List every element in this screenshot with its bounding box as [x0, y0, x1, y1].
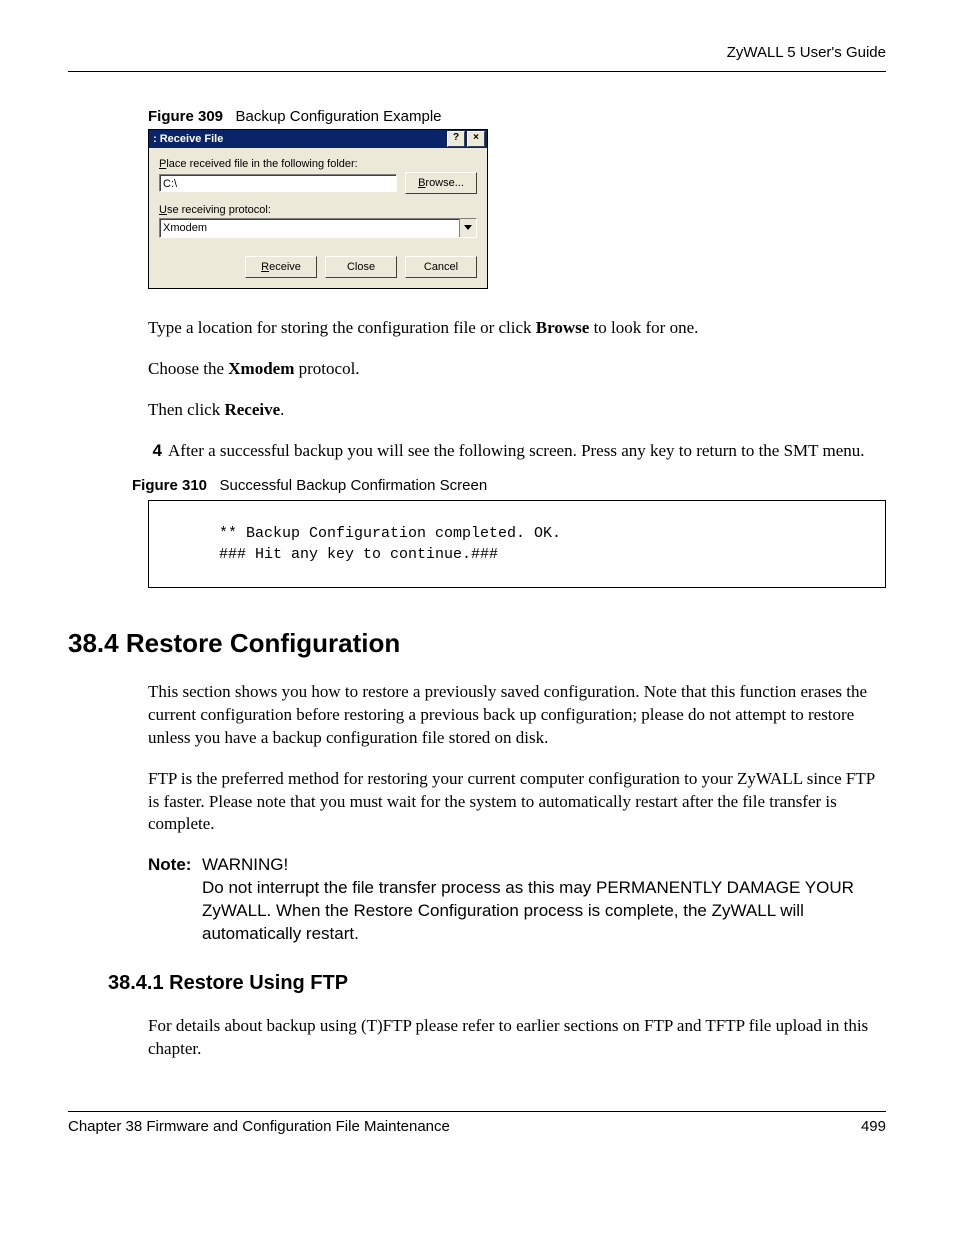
- paragraph-type-location: Type a location for storing the configur…: [148, 317, 886, 340]
- folder-input[interactable]: C:\: [159, 174, 397, 192]
- section-38-4-heading: 38.4 Restore Configuration: [68, 628, 886, 659]
- content-area: Figure 309 Backup Configuration Example …: [148, 108, 886, 1061]
- figure-309-label: Figure 309: [148, 108, 223, 125]
- close-button[interactable]: Close: [325, 256, 397, 278]
- dialog-body: Place received file in the following fol…: [149, 148, 487, 288]
- chevron-down-icon[interactable]: [459, 219, 476, 237]
- footer-page-number: 499: [861, 1118, 886, 1135]
- figure-309-title: Backup Configuration Example: [236, 108, 442, 125]
- header-rule: [68, 71, 886, 72]
- footer-chapter: Chapter 38 Firmware and Configuration Fi…: [68, 1118, 450, 1135]
- figure-309-caption: Figure 309 Backup Configuration Example: [148, 108, 886, 125]
- protocol-label: Use receiving protocol:: [159, 204, 477, 216]
- note-body: WARNING! Do not interrupt the file trans…: [202, 854, 886, 946]
- figure-310-title: Successful Backup Confirmation Screen: [220, 477, 488, 494]
- note-label: Note:: [148, 854, 202, 946]
- cancel-button[interactable]: Cancel: [405, 256, 477, 278]
- step-4-number: 4: [132, 440, 168, 463]
- figure-310-caption: Figure 310 Successful Backup Confirmatio…: [132, 477, 886, 494]
- section-38-4-p2: FTP is the preferred method for restorin…: [148, 768, 886, 837]
- step-4: 4 After a successful backup you will see…: [132, 440, 886, 463]
- paragraph-then-receive: Then click Receive.: [148, 399, 886, 422]
- paragraph-choose-xmodem: Choose the Xmodem protocol.: [148, 358, 886, 381]
- dialog-title: : Receive File: [153, 133, 445, 145]
- terminal-output: ** Backup Configuration completed. OK. #…: [148, 500, 886, 588]
- footer-rule: [68, 1111, 886, 1112]
- section-38-4-1-heading: 38.4.1 Restore Using FTP: [108, 972, 886, 995]
- document-page: ZyWALL 5 User's Guide Figure 309 Backup …: [0, 0, 954, 1175]
- folder-label: Place received file in the following fol…: [159, 158, 477, 170]
- protocol-value: Xmodem: [160, 222, 459, 234]
- section-38-4-1-p1: For details about backup using (T)FTP pl…: [148, 1015, 886, 1061]
- page-footer: Chapter 38 Firmware and Configuration Fi…: [68, 1118, 886, 1135]
- browse-button[interactable]: Browse...: [405, 172, 477, 194]
- page-header-title: ZyWALL 5 User's Guide: [68, 44, 886, 61]
- protocol-select[interactable]: Xmodem: [159, 218, 477, 238]
- step-4-text: After a successful backup you will see t…: [168, 440, 865, 463]
- note-warning: Note: WARNING! Do not interrupt the file…: [148, 854, 886, 946]
- dialog-buttons: Receive Close Cancel: [159, 256, 477, 278]
- figure-310-label: Figure 310: [132, 477, 207, 494]
- close-icon[interactable]: ×: [467, 131, 485, 147]
- receive-button[interactable]: Receive: [245, 256, 317, 278]
- receive-file-dialog: : Receive File ? × Place received file i…: [148, 129, 488, 289]
- dialog-titlebar: : Receive File ? ×: [149, 130, 487, 148]
- section-38-4-p1: This section shows you how to restore a …: [148, 681, 886, 750]
- help-button[interactable]: ?: [447, 131, 465, 147]
